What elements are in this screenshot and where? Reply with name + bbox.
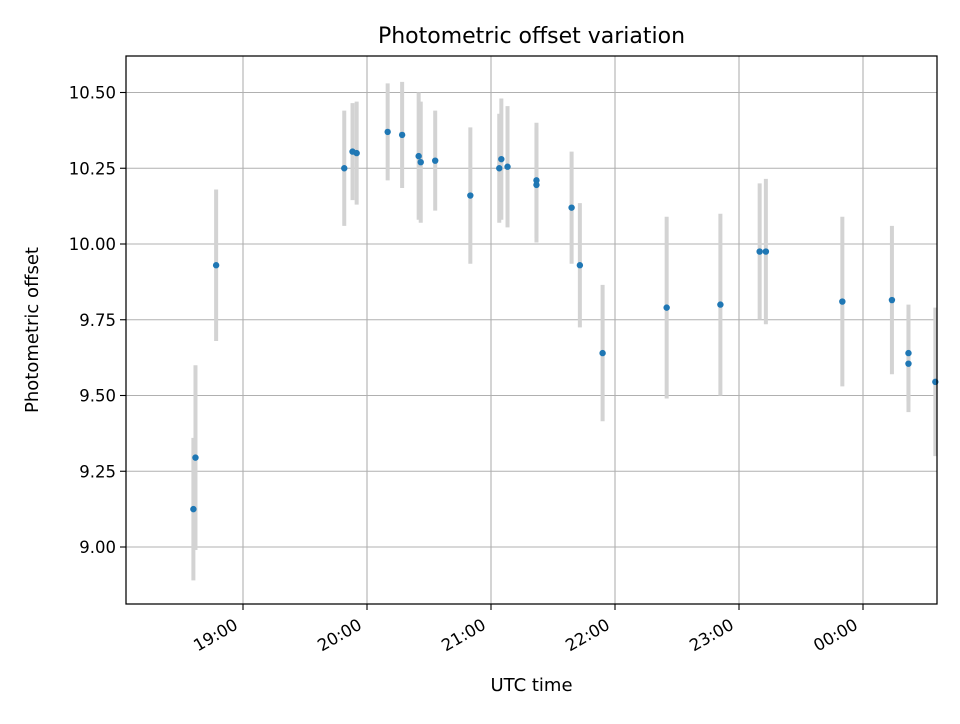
chart-title: Photometric offset variation: [378, 24, 685, 49]
x-tick-label: 21:00: [438, 615, 489, 655]
data-point: [533, 181, 540, 189]
data-point: [839, 298, 846, 305]
data-point: [212, 262, 220, 269]
data-point: [415, 152, 422, 160]
y-axis: 9.00 9.25 9.50 9.75 10.00 10.25 10.50: [69, 84, 126, 557]
y-axis-label: Photometric offset: [22, 247, 43, 413]
data-point: [663, 304, 670, 311]
data-point: [888, 296, 896, 304]
data-point: [353, 149, 360, 157]
data-point: [498, 155, 505, 163]
point-layer: [190, 128, 939, 513]
data-point: [417, 158, 424, 166]
data-point: [576, 262, 584, 269]
data-point: [190, 505, 197, 513]
data-point: [496, 165, 503, 172]
x-tick-label: 19:00: [190, 615, 241, 655]
y-tick-label: 9.50: [79, 387, 116, 406]
x-tick-label: 00:00: [810, 615, 861, 655]
plot-frame: [125, 55, 938, 605]
y-tick-label: 9.75: [79, 311, 116, 330]
x-tick-label: 23:00: [686, 615, 737, 655]
x-axis: 19:00 20:00 21:00 22:00 23:00 00:00: [190, 604, 864, 655]
data-point: [717, 301, 724, 308]
data-point: [504, 163, 511, 170]
data-point: [467, 192, 474, 199]
x-axis-label: UTC time: [490, 675, 572, 696]
data-point: [192, 454, 199, 461]
data-point: [384, 128, 391, 136]
data-point: [398, 131, 406, 139]
grid-layer: [126, 56, 937, 604]
y-tick-label: 10.25: [69, 159, 116, 178]
y-tick-label: 9.25: [79, 462, 116, 481]
data-point: [905, 360, 912, 367]
data-point: [756, 248, 763, 255]
errorbar-layer: [191, 81, 938, 581]
data-point: [905, 349, 912, 357]
y-tick-label: 10.50: [69, 84, 116, 103]
y-tick-label: 10.00: [69, 235, 116, 254]
x-tick-label: 20:00: [314, 615, 365, 655]
data-point: [432, 157, 439, 164]
data-point: [762, 248, 770, 255]
y-tick-label: 9.00: [79, 538, 116, 557]
data-point: [568, 204, 575, 211]
data-point: [341, 165, 348, 172]
data-point: [599, 349, 606, 357]
x-tick-label: 22:00: [562, 615, 613, 655]
data-point: [533, 177, 540, 184]
